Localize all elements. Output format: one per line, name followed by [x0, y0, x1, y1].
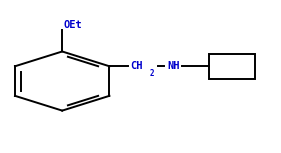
Text: CH: CH	[131, 61, 143, 71]
Text: OEt: OEt	[64, 19, 82, 30]
Text: NH: NH	[167, 61, 180, 71]
Bar	[209, 54, 255, 79]
Text: 2: 2	[150, 69, 154, 78]
